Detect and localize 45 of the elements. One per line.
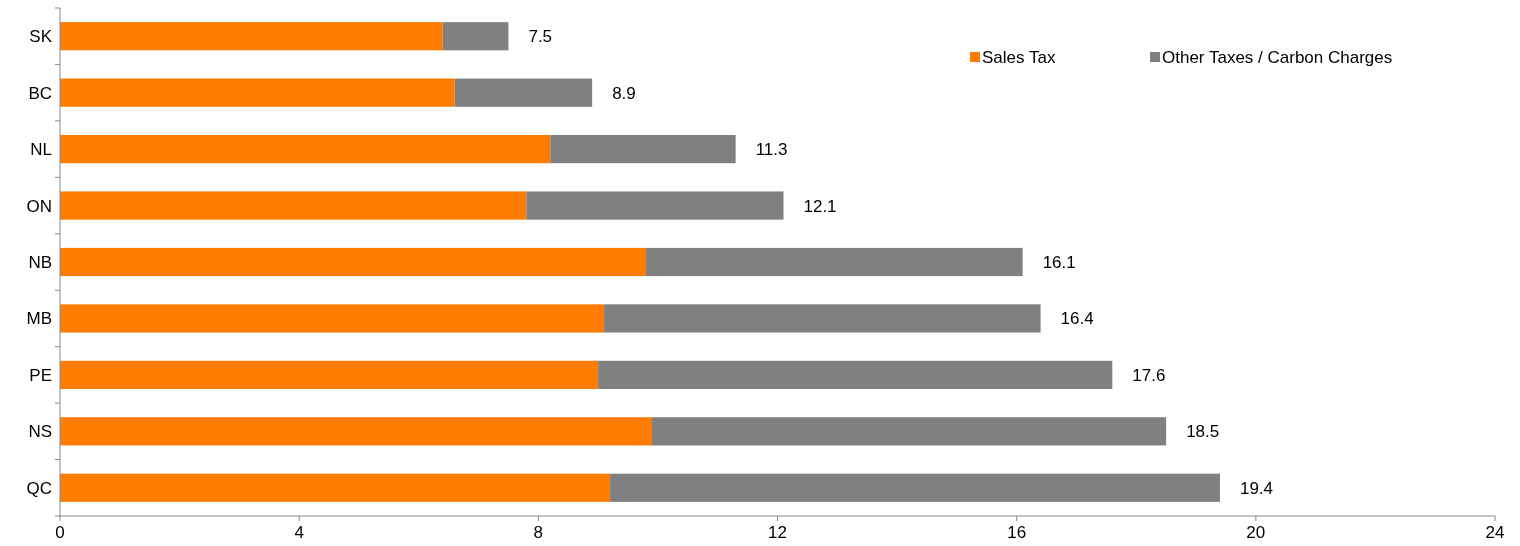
legend-label: Other Taxes / Carbon Charges <box>1162 47 1393 67</box>
legend-label: Sales Tax <box>982 47 1056 67</box>
bar <box>550 135 736 164</box>
bar <box>645 247 1023 277</box>
total-label: 12.1 <box>803 196 837 216</box>
y-tick-label: MB <box>26 309 52 329</box>
total-label: 16.4 <box>1060 309 1094 329</box>
total-label: 19.4 <box>1239 478 1274 498</box>
y-tick-label: SK <box>29 27 53 47</box>
y-tick-label: QC <box>26 478 52 498</box>
bar <box>442 22 509 51</box>
y-tick-label: PE <box>29 365 52 385</box>
bar <box>651 417 1167 446</box>
bar <box>60 247 646 277</box>
y-tick-label: BC <box>28 83 52 103</box>
x-tick-label: 24 <box>1485 523 1505 542</box>
total-label: 7.5 <box>528 27 553 47</box>
x-tick-label: 16 <box>1007 523 1027 542</box>
x-tick-label: 8 <box>533 523 544 542</box>
x-tick-label: 4 <box>294 523 304 542</box>
total-label: 8.9 <box>612 83 636 103</box>
total-label: 18.5 <box>1186 422 1220 442</box>
bar <box>598 360 1113 389</box>
y-tick-label: NS <box>28 422 52 442</box>
bar <box>526 191 784 220</box>
total-label: 11.3 <box>755 140 788 160</box>
bar <box>604 304 1041 333</box>
bar <box>610 473 1220 502</box>
bar <box>60 135 551 164</box>
y-tick-label: ON <box>26 196 52 216</box>
x-tick-label: 12 <box>768 523 787 542</box>
x-tick-label: 0 <box>55 523 65 542</box>
bar <box>60 304 605 333</box>
bar <box>60 22 443 51</box>
bar <box>454 78 593 107</box>
bar <box>60 191 527 220</box>
bar <box>60 473 611 502</box>
y-tick-label: NB <box>28 252 52 272</box>
bar <box>60 78 455 107</box>
total-label: 16.1 <box>1042 252 1076 272</box>
total-label: 17.6 <box>1132 365 1166 385</box>
bar <box>60 360 599 389</box>
y-tick-label: NL <box>30 140 52 160</box>
x-tick-label: 20 <box>1246 523 1266 542</box>
bar <box>60 417 652 446</box>
